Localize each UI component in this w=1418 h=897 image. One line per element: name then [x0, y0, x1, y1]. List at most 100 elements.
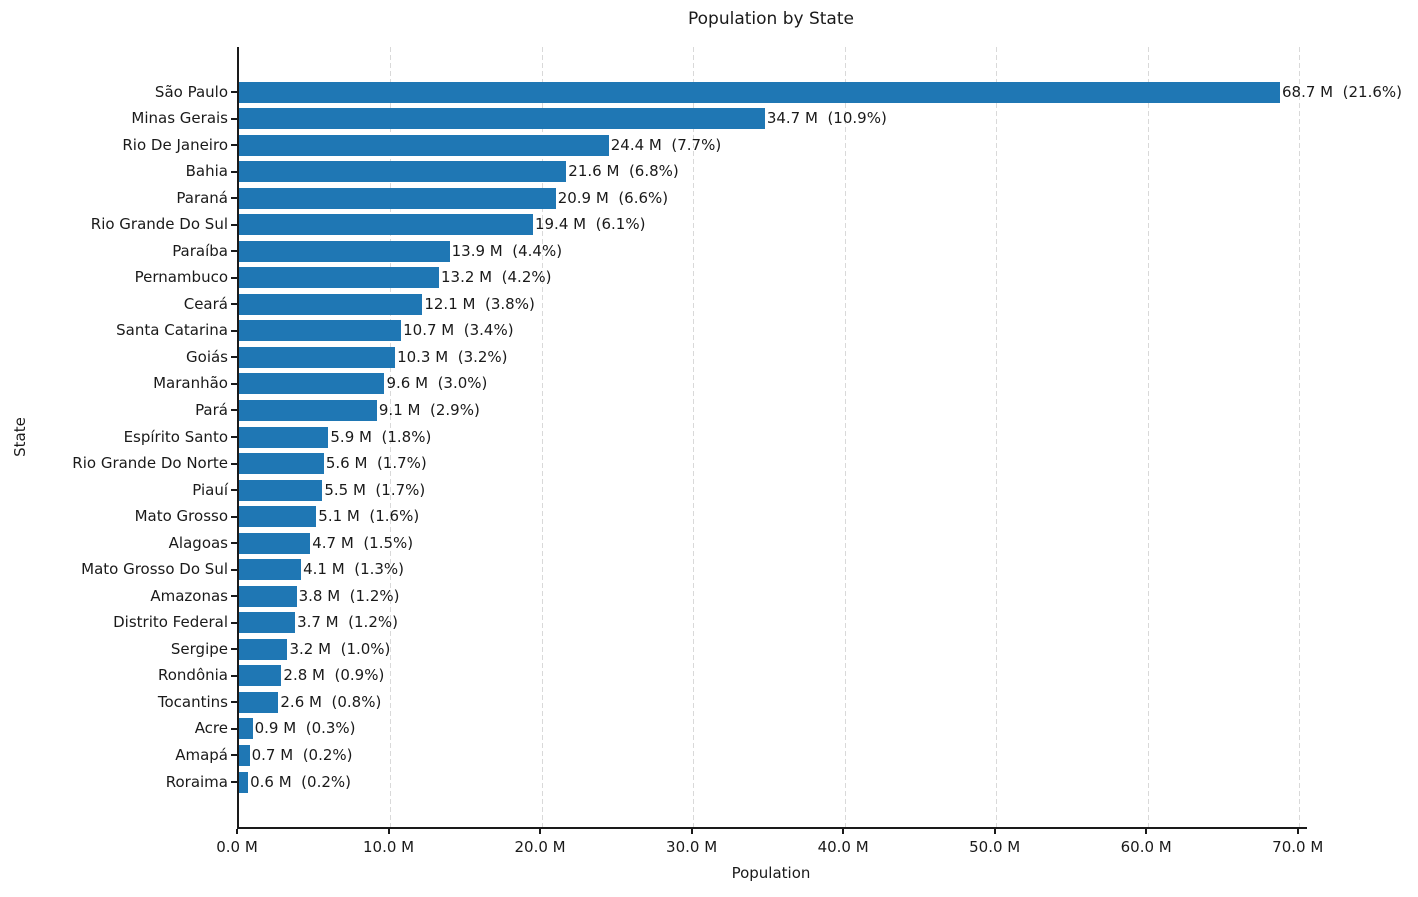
y-tick-label: Amazonas	[150, 586, 228, 605]
y-tick-label: Minas Gerais	[131, 109, 228, 128]
y-tick-mark	[231, 542, 237, 545]
bar	[239, 453, 324, 475]
y-tick-mark	[231, 621, 237, 624]
bar-row: 2.6 M (0.8%)	[239, 691, 1307, 713]
x-tick-label: 60.0 M	[1120, 838, 1172, 856]
y-tick-mark	[231, 727, 237, 730]
bar-row: 68.7 M (21.6%)	[239, 81, 1402, 103]
y-tick-mark	[231, 303, 237, 306]
y-tick-label: Rondônia	[158, 666, 228, 685]
x-tick-label: 0.0 M	[216, 838, 258, 856]
y-tick-mark	[231, 329, 237, 332]
bar-value-label: 20.9 M (6.6%)	[557, 188, 669, 207]
y-tick-label: Paraná	[176, 188, 228, 207]
bar	[239, 134, 609, 156]
gridline	[996, 47, 998, 827]
x-tick-mark	[842, 829, 845, 834]
x-tick-label: 10.0 M	[362, 838, 415, 856]
y-tick-label: Sergipe	[170, 639, 228, 658]
y-tick-label: Piauí	[192, 480, 228, 499]
bar	[239, 638, 288, 660]
y-tick-mark	[231, 276, 237, 279]
bar-row: 13.9 M (4.4%)	[239, 240, 1307, 262]
bar-row: 5.1 M (1.6%)	[239, 506, 1307, 528]
y-tick-label: Roraima	[165, 772, 228, 791]
gridline	[693, 47, 695, 827]
bar	[239, 108, 765, 130]
gridline	[1299, 47, 1301, 827]
bar-value-label: 24.4 M (7.7%)	[610, 135, 722, 154]
y-tick-label: Pará	[195, 400, 228, 419]
bar-value-label: 9.1 M (2.9%)	[378, 400, 480, 419]
x-tick-label: 40.0 M	[817, 838, 869, 856]
y-tick-label: Bahia	[185, 162, 228, 181]
y-tick-mark	[231, 117, 237, 120]
bar	[239, 691, 279, 713]
y-tick-label: Espírito Santo	[123, 427, 228, 446]
x-tick-mark	[236, 829, 238, 834]
x-tick-mark	[993, 829, 996, 834]
y-tick-label: Pernambuco	[134, 268, 228, 287]
bar-value-label: 2.8 M (0.9%)	[283, 666, 385, 685]
bar	[239, 187, 556, 209]
y-tick-mark	[231, 648, 237, 651]
bar-value-label: 0.7 M (0.2%)	[251, 745, 353, 764]
x-axis-label: Population	[731, 864, 811, 882]
y-tick-mark	[231, 674, 237, 677]
bar-value-label: 3.2 M (1.0%)	[289, 639, 391, 658]
bar	[239, 293, 423, 315]
y-tick-label: Alagoas	[168, 533, 228, 552]
chart-title: Population by State	[688, 9, 854, 29]
bar-row: 3.2 M (1.0%)	[239, 638, 1307, 660]
y-tick-label: Goiás	[186, 347, 228, 366]
bar-row: 5.5 M (1.7%)	[239, 479, 1307, 501]
bar-row: 3.8 M (1.2%)	[239, 585, 1307, 607]
bar-row: 5.9 M (1.8%)	[239, 426, 1307, 448]
x-tick-mark	[539, 829, 542, 834]
bar-value-label: 19.4 M (6.1%)	[534, 215, 646, 234]
bar-row: 5.6 M (1.7%)	[239, 453, 1307, 475]
x-tick-label: 50.0 M	[969, 838, 1021, 856]
bar	[239, 665, 282, 687]
y-tick-mark	[231, 436, 237, 438]
bar	[239, 240, 450, 262]
bar-row: 0.7 M (0.2%)	[239, 744, 1307, 766]
bar-row: 20.9 M (6.6%)	[239, 187, 1307, 209]
bar	[239, 744, 250, 766]
y-tick-label: Maranhão	[153, 374, 228, 393]
x-tick-mark	[1296, 829, 1299, 834]
y-tick-label: Rio Grande Do Sul	[90, 215, 228, 234]
bar-row: 10.7 M (3.4%)	[239, 320, 1307, 342]
bar-row: 19.4 M (6.1%)	[239, 214, 1307, 236]
bar	[239, 506, 317, 528]
x-tick-mark	[387, 829, 390, 834]
gridline	[844, 47, 846, 827]
y-tick-mark	[231, 462, 237, 465]
x-tick-label: 20.0 M	[514, 838, 566, 856]
plot-area: 68.7 M (21.6%) 34.7 M (10.9%) 24.4 M (7.7%…	[237, 47, 1402, 829]
bar	[239, 612, 296, 634]
bar	[239, 214, 533, 236]
bar	[239, 585, 297, 607]
bar	[239, 267, 440, 289]
y-tick-label: São Paulo	[154, 82, 228, 101]
y-tick-mark	[231, 144, 237, 147]
y-tick-mark	[231, 701, 237, 704]
bar-row: 0.9 M (0.3%)	[239, 718, 1307, 740]
y-tick-mark	[231, 91, 237, 93]
y-tick-mark	[231, 250, 237, 253]
y-tick-label: Mato Grosso Do Sul	[81, 560, 228, 579]
y-tick-mark	[231, 568, 237, 571]
bar-value-label: 68.7 M (21.6%)	[1282, 82, 1403, 101]
bar	[239, 532, 311, 554]
bar-value-label: 3.8 M (1.2%)	[298, 586, 400, 605]
bar-value-label: 2.6 M (0.8%)	[280, 692, 382, 711]
bar-row: 3.7 M (1.2%)	[239, 612, 1307, 634]
bar	[239, 346, 396, 368]
bar-row: 4.7 M (1.5%)	[239, 532, 1307, 554]
bar-value-label: 12.1 M (3.8%)	[424, 294, 535, 313]
bar-row: 4.1 M (1.3%)	[239, 559, 1307, 581]
y-tick-label: Distrito Federal	[113, 613, 228, 632]
bar-row: 13.2 M (4.2%)	[239, 267, 1307, 289]
y-tick-mark	[231, 409, 237, 412]
